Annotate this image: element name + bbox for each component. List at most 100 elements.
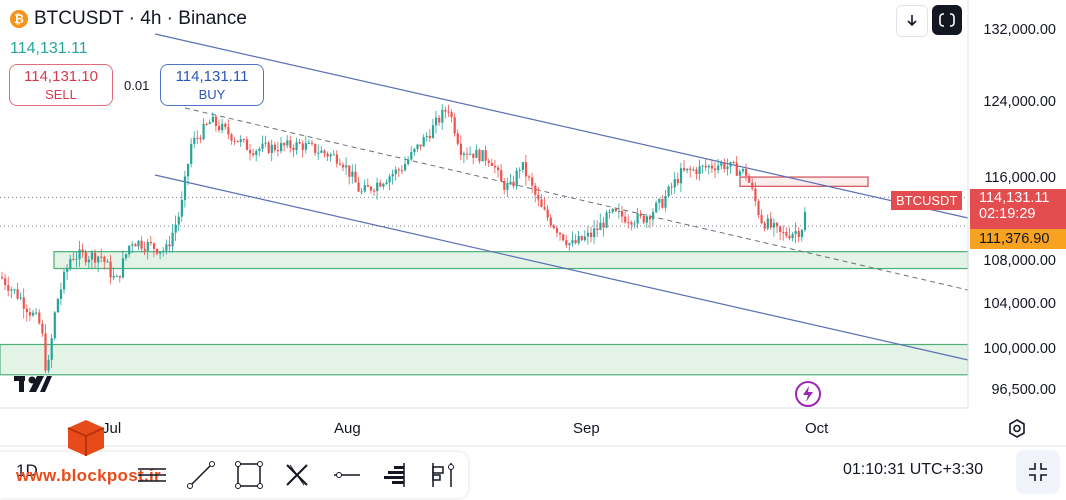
fullscreen-button[interactable] [932,5,962,35]
candle-body [354,171,357,183]
candle-body [543,207,546,210]
candle-body [559,232,562,235]
lightning-button[interactable] [794,380,822,408]
buy-button[interactable]: 114,131.11 BUY [160,64,264,106]
candle-body [224,123,227,128]
ray-tool[interactable] [329,458,363,492]
candle-body [797,231,800,238]
candle-body [658,198,661,203]
candle-body [106,261,109,263]
candle-body [149,241,152,244]
candle-body [549,217,552,226]
candle-body [664,196,667,208]
candle-body [707,165,710,168]
price-tag: 114,131.11 02:19:29 [970,189,1066,229]
candle-body [717,165,720,171]
candle-body [63,271,66,290]
candle-body [25,308,28,313]
candle-body [552,225,555,229]
candle-body [472,153,475,158]
candle-body [152,243,156,249]
y-tick: 104,000.00 [983,296,1056,312]
candle-body [233,140,236,142]
rectangle-tool[interactable] [232,458,266,492]
candle-body [363,185,366,192]
collapse-button[interactable] [1016,450,1060,494]
settings-icon [1009,419,1025,438]
long-position-tool[interactable] [424,458,458,492]
sell-label: SELL [45,87,77,102]
candle-body [13,289,16,291]
candle-body [270,144,273,153]
candle-body [599,222,602,231]
candle-body [726,166,729,170]
candle-body [227,127,230,135]
volume-profile-tool[interactable] [377,458,411,492]
candle-body [32,312,35,316]
candle-body [298,142,301,144]
symbol-header[interactable]: ₿ BTCUSDT · 4h · Binance [10,8,247,30]
candle-body [230,134,233,141]
candle-body [267,142,270,153]
candle-body [180,199,183,217]
candle-body [311,143,314,145]
candle-body [611,208,614,212]
candle-body [413,148,416,153]
y-tick: 116,000.00 [984,170,1057,186]
candle-body [351,171,354,177]
candle-body [404,163,407,171]
candle-body [329,154,332,157]
candle-body [562,234,565,241]
lot-size[interactable]: 0.01 [124,78,150,93]
candle-body [94,252,97,263]
candle-body [540,199,543,208]
candle-body [493,165,497,168]
xabcd-pattern-tool[interactable] [280,458,314,492]
candle-body [580,235,583,241]
candle-body [202,123,205,140]
candle-body [732,162,735,164]
candle-body [388,176,391,183]
trend-line-tool[interactable] [184,458,218,492]
candle-body [475,149,478,158]
candle-body [397,169,400,171]
sell-button[interactable]: 114,131.10 SELL [9,64,113,106]
candle-body [53,312,56,339]
candle-body [112,275,115,278]
candle-body [283,143,286,146]
download-button[interactable] [896,5,928,37]
candle-body [645,216,648,223]
candle-body [484,150,487,161]
candle-body [159,251,162,254]
candle-body [673,179,676,188]
interval-button[interactable]: 1D [16,461,38,480]
candle-body [137,240,140,247]
candle-body [50,338,53,360]
candle-body [22,297,25,309]
trend-line-icon [187,461,215,489]
candle-body [803,211,807,231]
candle-body [466,153,469,155]
candle-body [348,165,351,177]
horizontal-lines-icon [138,468,166,482]
candle-body [125,254,128,259]
candle-body [745,168,748,176]
candle-body [286,140,289,146]
candle-body [586,232,590,237]
candle-body [667,186,670,197]
chart-clock[interactable]: 01:10:31 UTC+3:30 [843,461,984,478]
horizontal-lines-tool[interactable] [135,458,169,492]
candle-body [168,244,171,247]
candle-body [788,235,791,239]
candle-body [760,214,763,224]
candle-body [782,232,785,234]
y-tick: 132,000.00 [983,22,1056,38]
candle-body [444,109,447,112]
candle-body [7,285,10,291]
candle-body [497,167,500,171]
level-price-tag: 111,376.90 [970,229,1066,249]
candle-body [800,230,803,238]
settings-button[interactable] [1005,417,1029,441]
candle-body [366,185,369,187]
